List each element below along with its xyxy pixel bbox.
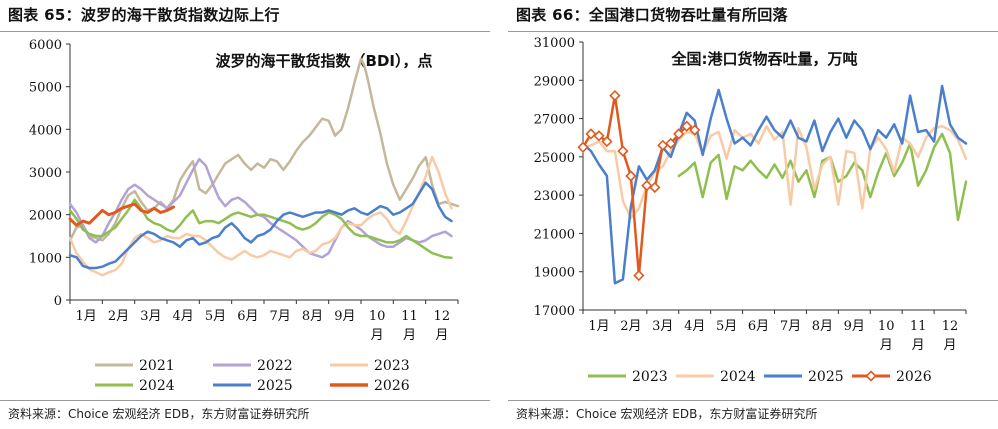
source-divider	[508, 400, 998, 401]
data-point-marker	[673, 128, 685, 140]
x-tick-label: 2月	[620, 319, 641, 334]
legend-label: 2026	[896, 369, 932, 385]
legend-label: 2023	[374, 358, 410, 374]
data-point-marker	[609, 89, 621, 102]
y-tick-label: 29000	[534, 74, 575, 89]
data-point-marker	[681, 120, 693, 132]
x-tick-label: 月	[944, 338, 957, 353]
figure-title: 图表 65：波罗的海干散货指数边际上行	[8, 6, 280, 24]
y-tick-label: 5000	[29, 81, 62, 96]
legend-label: 2024	[720, 369, 756, 385]
x-tick-label: 4月	[173, 309, 194, 324]
x-tick-label: 1月	[76, 309, 97, 324]
legend-label: 2025	[257, 378, 293, 394]
series-line-2026	[68, 202, 175, 227]
x-tick-label: 月	[371, 328, 384, 343]
chart-title: 波罗的海干散货指数（BDI），点	[216, 52, 433, 70]
series-line-2026	[581, 94, 696, 277]
data-point-marker	[577, 141, 589, 153]
x-tick-label: 月	[880, 338, 893, 353]
data-point-marker	[593, 130, 605, 142]
data-point-marker	[633, 269, 645, 282]
legend-label: 2023	[632, 369, 668, 385]
x-tick-label: 3月	[140, 309, 161, 324]
series-line-2023	[68, 155, 453, 277]
x-tick-label: 6月	[237, 309, 258, 324]
x-tick-label: 7月	[270, 309, 291, 324]
legend-label: 2025	[808, 369, 844, 385]
y-tick-label: 4000	[29, 123, 62, 138]
x-tick-label: 1月	[588, 319, 609, 334]
y-tick-label: 25000	[534, 151, 575, 166]
left-figure-panel: 图表 65：波罗的海干散货指数边际上行 0 1000 2000 3000 4000 500…	[0, 0, 490, 429]
y-tick-label: 0	[54, 294, 62, 309]
source-note: 资料来源：Choice 宏观经济 EDB，东方财富证券研究所	[8, 407, 310, 421]
x-tick-label: 9月	[334, 309, 355, 324]
legend-label: 2024	[139, 378, 175, 394]
data-point-marker	[657, 139, 669, 152]
series-line-2025	[581, 84, 968, 285]
x-tick-label: 2月	[108, 309, 129, 324]
data-point-marker	[625, 170, 637, 182]
right-figure-panel: 图表 66：全国港口货物吞吐量有所回落 17000 19000 21000 23000…	[508, 0, 998, 429]
x-tick-label: 11	[910, 319, 927, 334]
x-tick-label: 9月	[844, 319, 865, 334]
x-tick-label: 12	[942, 319, 959, 334]
data-point-marker	[689, 124, 701, 136]
y-tick-label: 3000	[29, 166, 62, 181]
x-tick-label: 4月	[684, 319, 705, 334]
y-tick-label: 17000	[534, 304, 575, 319]
y-tick-label: 27000	[534, 113, 575, 128]
figure-title: 图表 66：全国港口货物吞吐量有所回落	[516, 6, 788, 24]
y-tick-label: 23000	[534, 189, 575, 204]
y-tick-label: 6000	[29, 38, 62, 53]
x-tick-label: 10	[369, 309, 386, 324]
y-tick-label: 1000	[29, 251, 62, 266]
data-point-marker	[585, 128, 597, 140]
y-tick-label: 19000	[534, 266, 575, 281]
series-line-2023	[677, 132, 968, 222]
x-tick-label: 3月	[652, 319, 673, 334]
bdi-line-chart: 0 1000 2000 3000 4000 5000 6000 1月 2月 3月 4月 5月 6月 7月 8…	[29, 38, 460, 394]
x-tick-label: 10	[878, 319, 895, 334]
series-line-2024	[581, 124, 968, 220]
series-line-2024	[68, 198, 453, 260]
legend-label: 2021	[139, 358, 175, 374]
x-tick-label: 月	[403, 328, 416, 343]
y-tick-label: 2000	[29, 209, 62, 224]
data-point-marker	[641, 179, 653, 192]
legend-label: 2026	[374, 378, 410, 394]
source-divider	[0, 400, 490, 401]
data-point-marker	[649, 181, 661, 194]
legend-label: 2022	[257, 358, 293, 374]
data-point-marker	[665, 137, 677, 150]
legend-marker	[865, 370, 877, 382]
x-tick-label: 8月	[302, 309, 323, 324]
x-tick-label: 7月	[780, 319, 801, 334]
x-tick-label: 6月	[748, 319, 769, 334]
x-tick-label: 5月	[716, 319, 737, 334]
x-tick-label: 12	[434, 309, 451, 324]
title-divider	[508, 31, 998, 32]
port-throughput-line-chart: 17000 19000 21000 23000 25000 27000 29000 31000…	[534, 36, 968, 385]
x-tick-label: 月	[912, 338, 925, 353]
x-tick-label: 5月	[205, 309, 226, 324]
title-divider	[0, 31, 490, 32]
x-tick-label: 8月	[812, 319, 833, 334]
x-tick-label: 月	[435, 328, 448, 343]
series-line-2021	[68, 57, 460, 242]
data-point-marker	[601, 135, 613, 148]
series-line-2025	[68, 181, 453, 270]
source-note: 资料来源：Choice 宏观经济 EDB，东方财富证券研究所	[516, 407, 818, 421]
x-tick-label: 11	[401, 309, 418, 324]
data-point-marker	[617, 145, 629, 157]
chart-title: 全国:港口货物吞吐量，万吨	[671, 50, 858, 68]
y-tick-label: 31000	[534, 36, 575, 51]
y-tick-label: 21000	[534, 227, 575, 242]
